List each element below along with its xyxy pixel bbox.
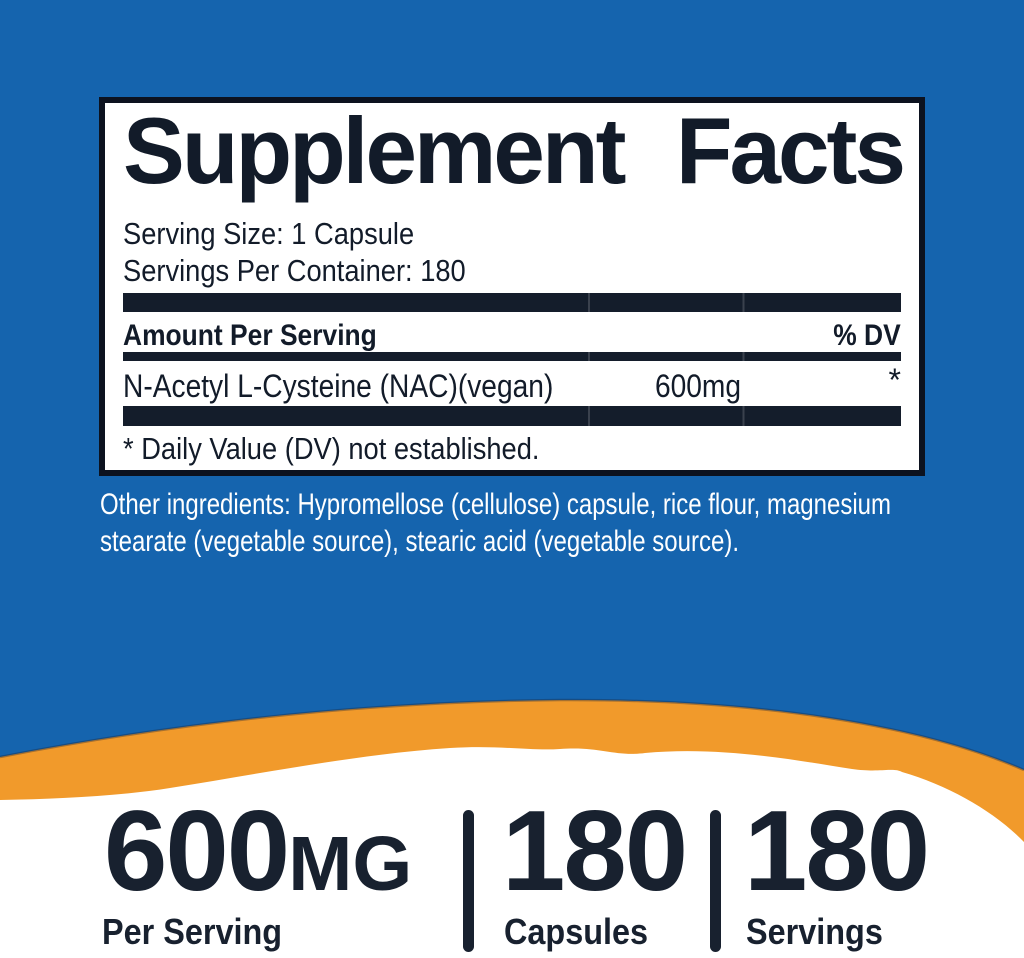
panel-title-text: Supplement Facts bbox=[123, 105, 903, 203]
supplement-facts-title: Supplement Facts bbox=[123, 105, 906, 203]
panel-divider-bar-top bbox=[123, 293, 901, 312]
other-ingredients-line-2: stearate (vegetable source), stearic aci… bbox=[100, 525, 739, 558]
stat-capsules-number: 180 bbox=[502, 788, 688, 915]
orange-swoosh bbox=[0, 698, 1024, 958]
panel-header-row: Amount Per Serving % DV bbox=[123, 312, 901, 352]
dv-footnote: * Daily Value (DV) not established. bbox=[123, 426, 901, 465]
ingredient-dv-asterisk: * bbox=[888, 362, 901, 398]
stat-servings-number: 180 bbox=[744, 788, 930, 915]
stat-servings-label: Servings bbox=[746, 911, 883, 952]
panel-divider-bar-bottom bbox=[123, 406, 901, 426]
ingredient-name: N-Acetyl L-Cysteine (NAC)(vegan) bbox=[123, 368, 554, 404]
stat-per-serving-label: Per Serving bbox=[102, 911, 283, 952]
panel-divider-bar-thin bbox=[123, 352, 901, 361]
stat-divider-2 bbox=[710, 810, 721, 952]
stat-per-serving-number: 600 bbox=[104, 788, 290, 915]
stat-per-serving-value: 600 MG bbox=[104, 795, 412, 909]
stat-capsules-label: Capsules bbox=[504, 911, 649, 952]
other-ingredients: Other ingredients: Hypromellose (cellulo… bbox=[100, 486, 1024, 560]
other-ingredients-line-1: Other ingredients: Hypromellose (cellulo… bbox=[100, 488, 892, 521]
stat-divider-1 bbox=[463, 810, 474, 952]
ingredient-row: N-Acetyl L-Cysteine (NAC)(vegan) 600mg * bbox=[123, 361, 901, 406]
ingredient-amount: 600mg bbox=[654, 368, 742, 404]
servings-per-container-text: Servings Per Container: 180 bbox=[123, 253, 466, 288]
serving-size-line: Serving Size: 1 Capsule bbox=[123, 215, 901, 252]
supplement-facts-panel: Supplement Facts Serving Size: 1 Capsule… bbox=[99, 97, 925, 476]
swoosh-edge-shadow bbox=[0, 698, 1024, 772]
serving-size-text: Serving Size: 1 Capsule bbox=[123, 216, 415, 251]
dv-footnote-text: * Daily Value (DV) not established. bbox=[123, 431, 540, 466]
stat-servings-value: 180 bbox=[744, 788, 930, 915]
white-swoosh-area bbox=[0, 747, 1024, 958]
servings-per-container-line: Servings Per Container: 180 bbox=[123, 252, 901, 289]
amount-per-serving-header: Amount Per Serving bbox=[123, 319, 377, 352]
stat-capsules-value: 180 bbox=[502, 788, 688, 915]
stat-per-serving-unit: MG bbox=[288, 821, 413, 907]
percent-dv-header: % DV bbox=[833, 319, 901, 352]
